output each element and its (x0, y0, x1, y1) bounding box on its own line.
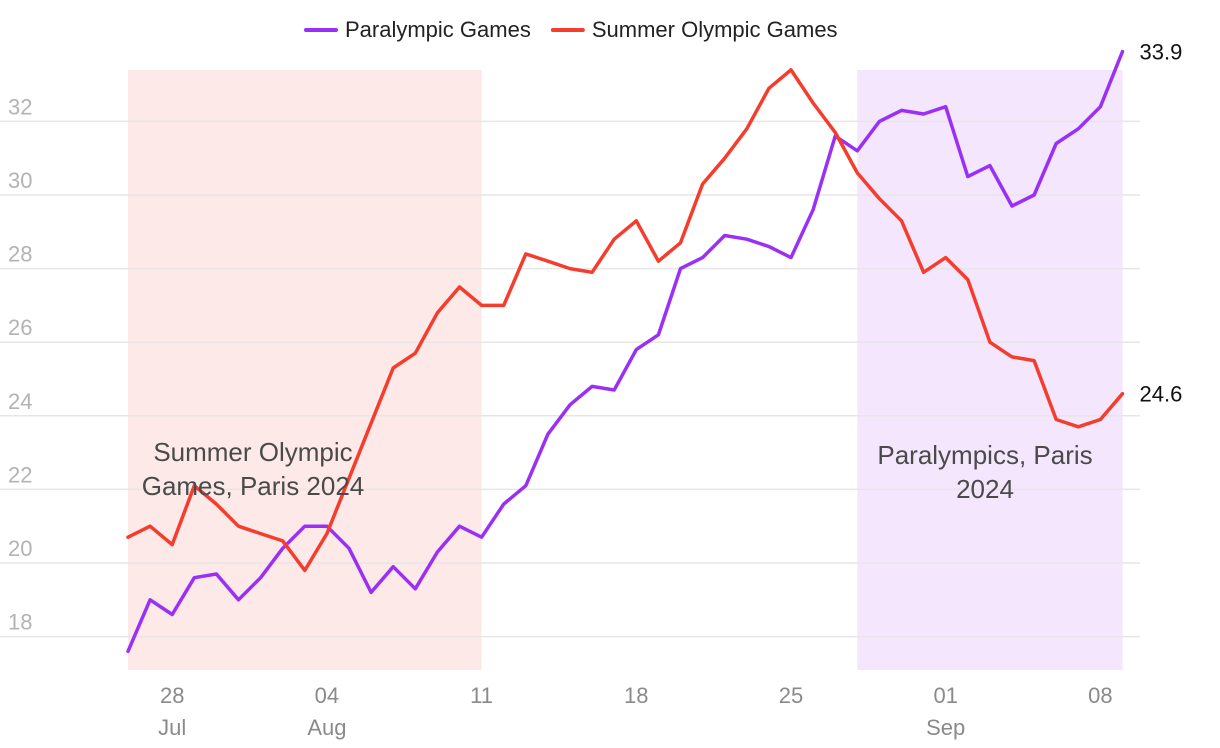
end-labels: 33.9 24.6 (1140, 39, 1183, 406)
y-tick-label: 18 (8, 610, 32, 635)
end-label-1: 24.6 (1140, 382, 1183, 407)
series-line-1 (126, 68, 1125, 573)
x-tick-label: 08 (1088, 683, 1112, 708)
band-label-1: 2024 (956, 474, 1014, 504)
legend: Paralympic Games Summer Olympic Games (304, 17, 838, 42)
y-tick-label: 22 (8, 462, 32, 487)
band-label-1: Paralympics, Paris (877, 440, 1092, 470)
x-axis-ticks: 28 Jul 04 Aug 11 18 25 01 Sep 08 (158, 683, 1113, 740)
x-tick-month-label: Jul (158, 715, 186, 740)
y-tick-label: 24 (8, 389, 32, 414)
end-label-0: 33.9 (1140, 39, 1183, 64)
x-tick-month-label: Aug (307, 715, 346, 740)
y-tick-label: 20 (8, 536, 32, 561)
y-tick-label: 32 (8, 94, 32, 119)
band-1 (857, 70, 1123, 670)
y-tick-label: 30 (8, 168, 32, 193)
event-bands (128, 70, 1123, 670)
legend-label-0: Paralympic Games (345, 17, 531, 42)
band-0 (128, 70, 482, 670)
y-axis-ticks: 18 20 22 24 26 28 30 32 (8, 94, 32, 634)
x-tick-label: 11 (470, 683, 493, 708)
x-tick-label: 01 (933, 683, 957, 708)
y-tick-label: 28 (8, 242, 32, 267)
x-tick-month-label: Sep (926, 715, 965, 740)
x-tick-label: 04 (315, 683, 339, 708)
series-line-0 (126, 49, 1125, 654)
band-annotations: Summer Olympic Games, Paris 2024 Paralympi… (142, 437, 1093, 504)
series-lines (126, 49, 1125, 654)
x-tick-label: 28 (160, 683, 184, 708)
x-tick-label: 18 (624, 683, 648, 708)
y-tick-label: 26 (8, 315, 32, 340)
band-label-0: Summer Olympic (153, 437, 352, 467)
legend-label-1: Summer Olympic Games (592, 17, 838, 42)
x-tick-label: 25 (779, 683, 803, 708)
band-label-0: Games, Paris 2024 (142, 471, 365, 501)
